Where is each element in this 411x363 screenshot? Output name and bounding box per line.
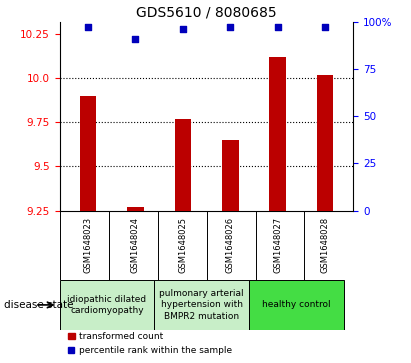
- Bar: [155, 280, 249, 330]
- Bar: [60, 280, 155, 330]
- Bar: [175, 119, 191, 211]
- Point: [132, 36, 139, 42]
- Bar: [269, 57, 286, 211]
- Text: GSM1648027: GSM1648027: [273, 217, 282, 273]
- Point: [180, 26, 186, 32]
- Point: [274, 25, 281, 30]
- Text: idiopathic dilated
cardiomyopathy: idiopathic dilated cardiomyopathy: [67, 295, 147, 315]
- Point: [227, 25, 233, 30]
- Text: GSM1648024: GSM1648024: [131, 217, 140, 273]
- Text: pulmonary arterial
hypertension with
BMPR2 mutation: pulmonary arterial hypertension with BMP…: [159, 289, 244, 321]
- Bar: [222, 140, 238, 211]
- Text: disease state: disease state: [4, 300, 74, 310]
- Text: GSM1648025: GSM1648025: [178, 217, 187, 273]
- Text: GSM1648026: GSM1648026: [226, 217, 235, 273]
- Point: [85, 25, 91, 30]
- Bar: [249, 280, 344, 330]
- Text: GSM1648028: GSM1648028: [321, 217, 330, 273]
- Bar: [80, 96, 96, 211]
- Point: [322, 25, 328, 30]
- Text: GSM1648023: GSM1648023: [83, 217, 92, 273]
- Bar: [317, 75, 333, 211]
- Title: GDS5610 / 8080685: GDS5610 / 8080685: [136, 5, 277, 19]
- Bar: [127, 207, 144, 211]
- Text: healthy control: healthy control: [262, 301, 331, 309]
- Legend: transformed count, percentile rank within the sample: transformed count, percentile rank withi…: [64, 329, 235, 359]
